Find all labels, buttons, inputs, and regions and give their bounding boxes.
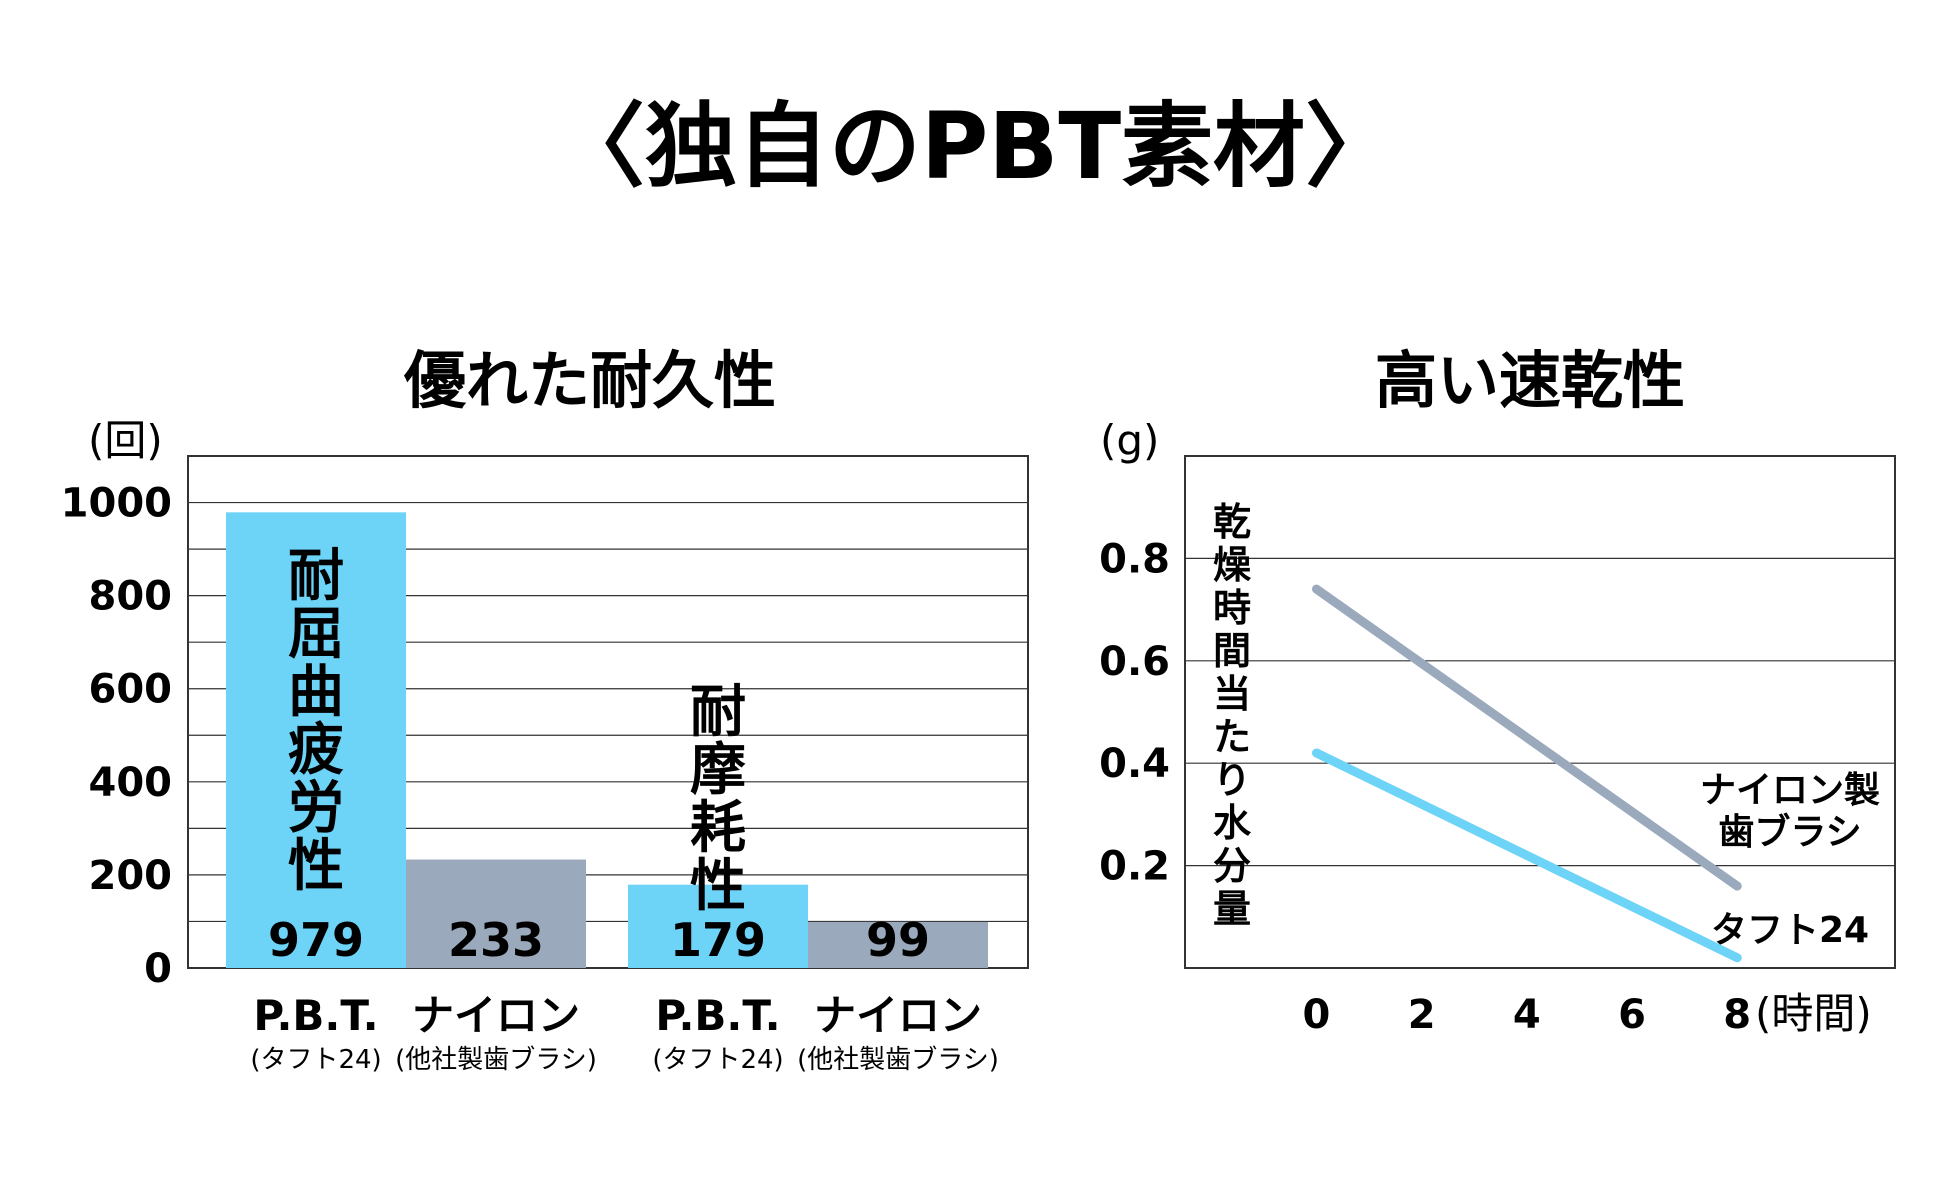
bar-group-label-char: 屈 [288, 602, 344, 667]
line-y-axis-label-char: 量 [1213, 887, 1251, 931]
bar-category-label: ナイロン [814, 991, 982, 1040]
line-y-axis-label-char: 当 [1213, 672, 1251, 716]
bar-y-tick-label: 800 [89, 574, 173, 620]
line-chart-title: 高い速乾性 [1375, 344, 1685, 417]
line-x-tick-label: 2 [1408, 992, 1436, 1038]
bar-group-label-char: 性 [690, 854, 746, 919]
bar-group-label-char: 耐 [288, 544, 344, 609]
bar [808, 921, 988, 968]
bar [628, 884, 808, 968]
bar-value-label: 99 [866, 913, 930, 967]
bar-category-sublabel: (タフト24) [652, 1045, 783, 1075]
bar-group-label-char: 耐 [690, 680, 746, 745]
bar-chart-x-labels: P.B.T. (タフト24) ナイロン (他社製歯ブラシ) P.B.T. (タフト24) ナ… [250, 991, 999, 1075]
line-chart-gridlines [1185, 557, 1895, 867]
bar-y-tick-label: 200 [89, 853, 173, 899]
line-series-label: ナイロン製 [1700, 770, 1880, 811]
bar-y-tick-label: 600 [89, 667, 173, 713]
bar-category-sublabel: (他社製歯ブラシ) [395, 1045, 597, 1075]
line-y-axis-label-char: 分 [1213, 844, 1251, 888]
line-chart-frame [1184, 455, 1896, 969]
line-y-tick-label: 0.2 [1099, 844, 1170, 890]
bar-chart-y-ticks: 0 200 400 600 800 1000 [61, 481, 172, 992]
bar-category-label: ナイロン [412, 991, 580, 1040]
line-y-tick-label: 0.6 [1099, 639, 1170, 685]
line-series-path [1311, 748, 1742, 963]
bar-value-label: 179 [670, 913, 766, 967]
bar-chart-frame [187, 455, 1029, 969]
line-y-axis-label-char: 間 [1213, 629, 1251, 673]
line-x-tick-label: 4 [1513, 992, 1541, 1038]
line-series-path [1311, 584, 1742, 891]
line-x-tick-label: 6 [1618, 992, 1646, 1038]
line-y-axis-label-char: た [1213, 715, 1251, 759]
line-y-tick-label: 0.8 [1099, 536, 1170, 582]
line-chart-y-ticks: 0.2 0.4 0.6 0.8 [1099, 536, 1170, 889]
line-chart-unit-label: (g) [1100, 416, 1159, 465]
line-chart-x-axis-label: (時間) [1755, 989, 1872, 1038]
bar-group-label-char: 疲 [288, 718, 344, 783]
line-y-axis-label-char: 燥 [1213, 543, 1252, 587]
bar [226, 512, 406, 968]
bar-group-label-char: 労 [288, 776, 344, 841]
line-y-axis-label-char: 水 [1213, 801, 1252, 845]
line-series-label: タフト24 [1711, 910, 1869, 951]
bar [406, 859, 586, 968]
quick-dry-line-chart: 高い速乾性 (g) 0.2 0.4 0.6 0.8 0 2 4 6 8 (時間) 乾燥時間当た… [1099, 344, 1896, 1038]
bar-group-label-char: 性 [288, 834, 344, 899]
bar-group-label-char: 耗 [690, 796, 746, 861]
line-chart-x-ticks: 0 2 4 6 8 [1303, 992, 1752, 1038]
line-y-axis-label-char: 乾 [1213, 500, 1251, 544]
line-y-axis-label-char: 時 [1213, 586, 1251, 630]
bar-y-tick-label: 0 [144, 946, 172, 992]
bar-category-sublabel: (タフト24) [250, 1045, 381, 1075]
bar-y-tick-label: 1000 [61, 481, 172, 527]
bar-category-label: P.B.T. [253, 991, 378, 1040]
line-x-tick-label: 0 [1303, 992, 1331, 1038]
line-y-tick-label: 0.4 [1099, 741, 1170, 787]
page-title: 〈独自のPBT素材〉 [553, 93, 1397, 200]
line-series-label: 歯ブラシ [1718, 811, 1861, 853]
bar-category-sublabel: (他社製歯ブラシ) [797, 1045, 999, 1075]
bar-category-label: P.B.T. [655, 991, 780, 1040]
bar-value-label: 979 [268, 913, 364, 967]
bar-group-label-char: 摩 [690, 738, 746, 803]
bar-group-label-char: 曲 [288, 660, 344, 725]
line-y-axis-label-char: り [1213, 758, 1251, 802]
bar-value-label: 233 [448, 913, 544, 967]
bar-chart-title: 優れた耐久性 [403, 344, 776, 417]
bar-chart-unit-label: (回) [88, 416, 163, 465]
line-x-tick-label: 8 [1723, 992, 1751, 1038]
bar-y-tick-label: 400 [89, 760, 173, 806]
